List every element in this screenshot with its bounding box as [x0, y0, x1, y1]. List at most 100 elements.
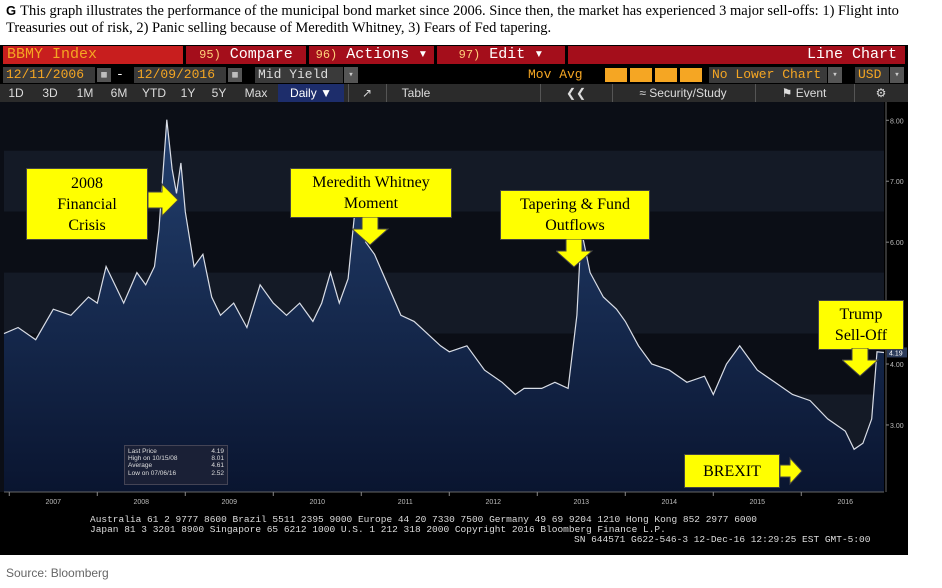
actions-dropdown-icon: ▾ — [418, 46, 428, 63]
chevron-down-icon: ▼ — [320, 86, 332, 100]
stat-label: Last Price — [128, 448, 157, 455]
caption-letter: G — [6, 3, 17, 18]
security-study-label: Security/Study — [649, 86, 727, 100]
arrow-down-icon — [352, 217, 390, 246]
period-ytd[interactable]: YTD — [142, 86, 166, 100]
chart-area: 3.004.005.006.007.008.00 200720082009201… — [0, 102, 908, 555]
x-tick-label: 2010 — [309, 499, 325, 506]
stat-label: Low on 07/06/16 — [128, 469, 177, 477]
compare-label: Compare — [229, 46, 293, 63]
stat-label: High on 10/15/08 — [128, 455, 178, 463]
main-toolbar: BBMY Index 95) Compare 96) Actions ▾ 97)… — [0, 45, 908, 65]
lower-chart-selector[interactable]: No Lower Chart — [709, 67, 827, 83]
callout-meredith-whitney: Meredith Whitney Moment — [290, 168, 452, 218]
frequency-label: Daily — [290, 86, 317, 100]
caption-text: This graph illustrates the performance o… — [6, 3, 899, 36]
yield-line — [3, 119, 885, 451]
footer-line-1: Australia 61 2 9777 8600 Brazil 5511 239… — [90, 514, 758, 525]
currency-selector[interactable]: USD — [855, 67, 889, 83]
mov-avg-input[interactable] — [655, 68, 677, 82]
callout-line: Crisis — [68, 217, 106, 234]
field-selector[interactable]: Mid Yield — [255, 67, 343, 83]
chevron-down-icon[interactable]: ▾ — [828, 67, 842, 83]
gear-icon[interactable]: ⚙ — [854, 84, 907, 102]
security-study-button[interactable]: ≈ Security/Study — [612, 84, 753, 102]
mov-avg-label: Mov Avg — [528, 67, 583, 82]
actions-button[interactable]: 96) Actions ▾ — [309, 46, 434, 64]
x-tick-label: 2013 — [573, 499, 589, 506]
period-max[interactable]: Max — [244, 86, 268, 100]
period-1d[interactable]: 1D — [8, 86, 24, 100]
double-chevron-left-icon[interactable]: ❮❮ — [540, 84, 611, 102]
x-tick-label: 2007 — [45, 499, 61, 506]
end-date-field[interactable]: 12/09/2016 — [134, 67, 226, 83]
arrow-right-icon — [780, 456, 803, 486]
calendar-icon[interactable]: ▦ — [228, 68, 242, 82]
callout-line: Financial — [57, 196, 117, 213]
stat-label: Average — [128, 462, 153, 470]
calendar-icon[interactable]: ▦ — [97, 68, 111, 82]
x-tick-label: 2008 — [133, 499, 149, 506]
y-tick-label: 8.00 — [890, 118, 904, 125]
y-tick-label: 3.00 — [890, 423, 904, 430]
statistics-legend: Last Price 4.19 High on 10/15/08 8.01 Aver… — [124, 445, 228, 485]
stat-average: Average 4.61 — [128, 462, 224, 469]
x-tick-label: 2016 — [837, 499, 853, 506]
actions-label: Actions — [346, 46, 410, 63]
chart-study-icon: ≈ — [639, 86, 646, 100]
event-button[interactable]: ⚑ Event — [755, 84, 852, 102]
callout-trump: Trump Sell-Off — [818, 300, 904, 350]
callout-line: Moment — [343, 195, 399, 212]
stat-low: Low on 07/06/16 2.52 — [128, 470, 224, 477]
stat-value: 4.61 — [211, 462, 224, 470]
callout-line: Meredith Whitney — [312, 174, 430, 191]
mov-avg-input[interactable] — [605, 68, 627, 82]
line-chart-icon[interactable]: ↗ — [348, 84, 385, 102]
yield-area — [4, 119, 884, 492]
mov-avg-input[interactable] — [680, 68, 702, 82]
period-1y[interactable]: 1Y — [180, 86, 196, 100]
callout-line: BREXIT — [703, 463, 761, 480]
table-button[interactable]: Table — [386, 84, 445, 102]
grid-band — [4, 211, 884, 273]
period-3d[interactable]: 3D — [42, 86, 58, 100]
callout-line: Outflows — [545, 217, 605, 234]
x-tick-label: 2009 — [221, 499, 237, 506]
edit-button[interactable]: 97) Edit ▾ — [437, 46, 565, 64]
arrow-right-icon — [148, 182, 179, 218]
frequency-selector[interactable]: Daily ▼ — [278, 84, 344, 102]
chart-type-selector[interactable]: Line Chart — [568, 46, 905, 64]
callout-brexit: BREXIT — [684, 454, 780, 488]
callout-line: 2008 — [71, 175, 103, 192]
stat-last-price: Last Price 4.19 — [128, 448, 224, 455]
footer-line-2: Japan 81 3 3201 8900 Singapore 65 6212 1… — [90, 524, 666, 535]
period-6m[interactable]: 6M — [110, 86, 128, 100]
start-date-field[interactable]: 12/11/2006 — [3, 67, 95, 83]
footer-line-3: SN 644571 G622-546-3 12-Dec-16 12:29:25 … — [574, 534, 871, 545]
period-1m[interactable]: 1M — [76, 86, 94, 100]
actions-number: 96) — [315, 48, 338, 62]
chevron-down-icon[interactable]: ▾ — [890, 67, 904, 83]
event-label: Event — [795, 86, 827, 100]
chevron-down-icon[interactable]: ▾ — [344, 67, 358, 83]
period-5y[interactable]: 5Y — [211, 86, 227, 100]
settings-toolbar: 12/11/2006 ▦ - 12/09/2016 ▦ Mid Yield ▾ … — [0, 66, 908, 84]
arrow-down-icon — [842, 348, 880, 377]
callout-line: Trump — [839, 306, 883, 323]
stat-value: 8.01 — [211, 455, 224, 463]
callout-line: Sell-Off — [834, 327, 888, 344]
index-ticker-field[interactable]: BBMY Index — [3, 46, 183, 64]
last-value-badge — [887, 347, 907, 358]
callout-line: Tapering & Fund — [520, 196, 630, 213]
callout-financial-crisis: 2008 Financial Crisis — [26, 168, 148, 240]
last-value-label: 4.19 — [889, 350, 903, 357]
y-tick-label: 6.00 — [890, 240, 904, 247]
compare-button[interactable]: 95) Compare — [186, 46, 306, 64]
arrow-down-icon — [556, 239, 594, 268]
compare-number: 95) — [199, 48, 221, 62]
caption: G This graph illustrates the performance … — [6, 2, 926, 37]
mov-avg-input[interactable] — [630, 68, 652, 82]
bloomberg-footer: Australia 61 2 9777 8600 Brazil 5511 239… — [0, 513, 908, 555]
x-tick-label: 2011 — [398, 499, 413, 506]
date-range-separator: - — [116, 67, 124, 82]
